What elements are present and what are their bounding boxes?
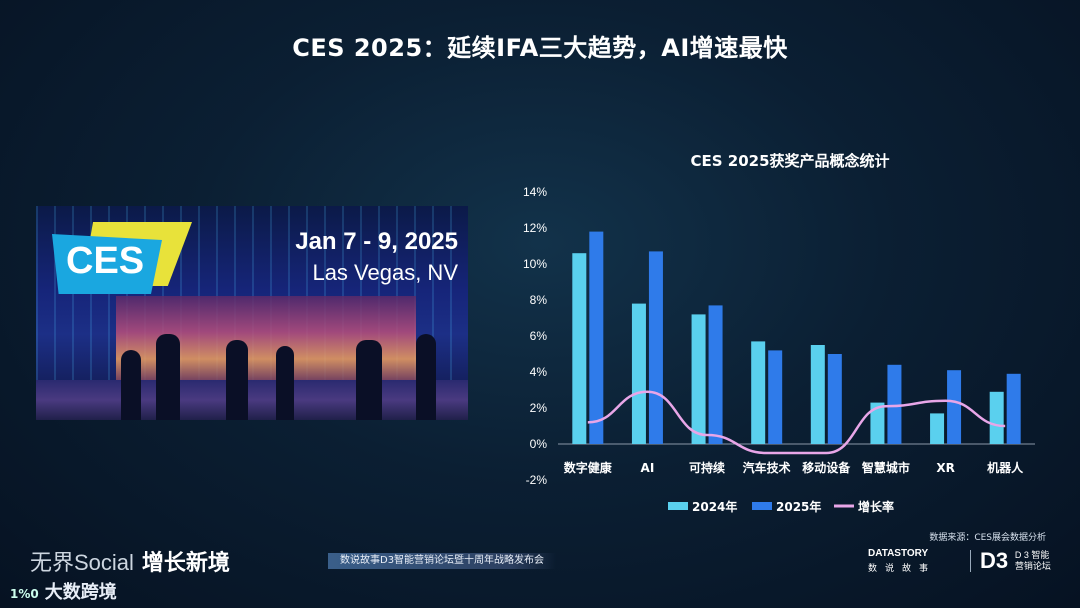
x-tick-label: 数字健康 [564,460,613,475]
bar-2024 [572,253,587,444]
ces-logo: CES [52,222,192,294]
floor [36,380,468,420]
legend-label: 增长率 [858,499,894,514]
x-tick-label: 可持续 [689,460,725,475]
slogan-part-a: 无界Social [30,550,134,575]
ces-promo-image: CES Jan 7 - 9, 2025 Las Vegas, NV [36,206,468,420]
x-tick-label: 机器人 [987,460,1024,475]
bar-2025 [1006,373,1021,444]
legend-swatch [752,502,772,510]
event-info: Jan 7 - 9, 2025 Las Vegas, NV [295,228,458,286]
bar-2024 [930,413,945,444]
y-tick-label: 12% [523,221,547,235]
bar-2024 [989,391,1004,444]
datastory-logo-text: DATASTORY [868,548,929,559]
person-silhouette [276,346,294,420]
d3-logo-line2: 营销论坛 [1014,561,1051,571]
x-tick-label: XR [936,461,955,475]
brand-name: 大数跨境 [44,582,117,603]
person-silhouette [156,334,180,420]
growth-rate-line [587,390,1006,455]
bar-2024 [810,345,825,444]
bar-2025 [768,350,783,444]
bar-2025 [887,364,902,444]
brand-logo: 1%0 大数跨境 [10,578,117,604]
person-silhouette [226,340,248,420]
event-date: Jan 7 - 9, 2025 [295,228,458,255]
bar-2024 [870,402,885,444]
person-silhouette [121,350,141,420]
footer-slogan: 无界Social 增长新境 [30,545,230,577]
y-tick-label: 0% [530,437,548,451]
y-tick-label: 4% [530,365,548,379]
y-tick-label: 6% [530,329,548,343]
y-tick-label: 10% [523,257,547,271]
x-tick-label: 智慧城市 [861,460,910,475]
x-tick-label: 移动设备 [802,460,851,475]
bar-2025 [827,354,842,444]
event-location: Las Vegas, NV [312,260,458,285]
legend-swatch [668,502,688,510]
bar-2025 [648,251,663,444]
d3-logo-mark: D3 [980,548,1009,573]
d3-logo: D3 D 3 智能 营销论坛 [980,548,1051,574]
page-title: CES 2025：延续IFA三大趋势，AI增速最快 [292,34,788,62]
datastory-logo: DATASTORY 数说故事 [868,548,936,574]
slogan-part-b: 增长新境 [141,550,230,575]
x-tick-label: AI [641,461,655,475]
d3-logo-line1: D 3 智能 [1014,550,1050,560]
y-tick-label: 2% [530,401,548,415]
bar-2025 [589,231,604,444]
y-tick-label: 8% [530,293,548,307]
bar-2024 [691,314,706,444]
legend-label: 2024年 [692,499,737,514]
logo-divider [970,550,971,572]
y-tick-label: 14% [523,185,547,199]
bar-2024 [631,303,646,444]
datastory-logo-sub: 数说故事 [868,563,937,573]
person-silhouette [356,340,382,420]
y-tick-label: -2% [526,473,548,487]
bar-2025 [947,370,962,444]
brand-mark-icon: 1%0 [10,587,39,601]
person-silhouette [416,334,436,420]
event-banner: 数说故事D3智能营销论坛暨十周年战略发布会 [328,553,557,569]
legend-label: 2025年 [776,499,821,514]
chart-title: CES 2025获奖产品概念统计 [690,152,890,170]
bar-2024 [751,341,766,444]
data-source-note: 数据来源：CES展会数据分析 [929,533,1046,543]
ces-logo-text: CES [66,240,145,282]
x-tick-label: 汽车技术 [743,460,791,475]
bar-2025 [708,305,723,444]
